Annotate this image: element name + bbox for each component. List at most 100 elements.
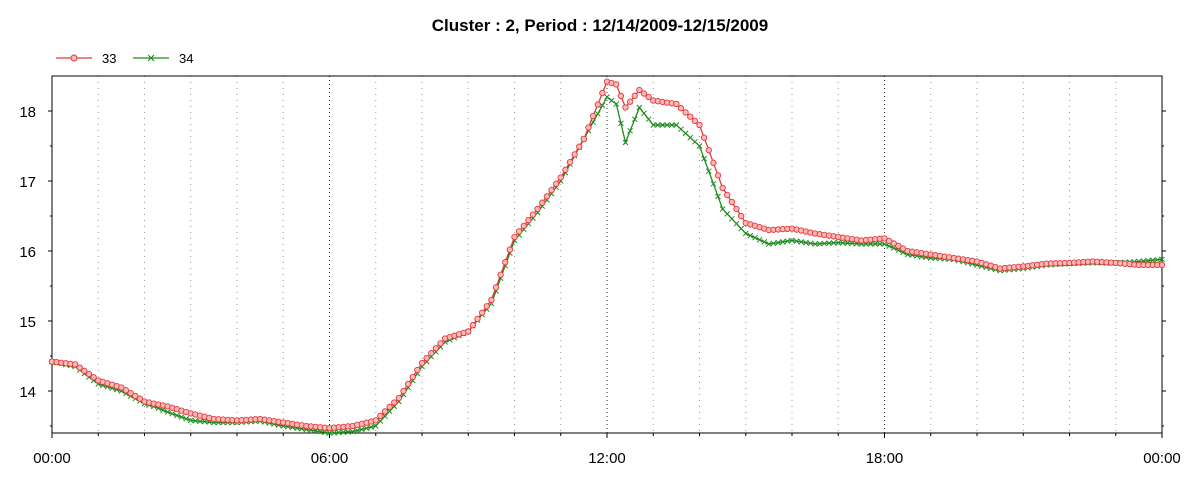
series-33-point: [90, 374, 97, 381]
series-33-point: [409, 373, 416, 381]
series-34-point: [775, 239, 781, 246]
series-34-point: [631, 116, 638, 123]
series-33-point: [622, 104, 629, 111]
series-34-point: [835, 239, 842, 246]
series-33-point: [437, 340, 444, 347]
series-34-point: [798, 239, 805, 245]
series-33-point: [580, 135, 588, 143]
series-34-point: [747, 232, 754, 239]
series-33-point: [136, 395, 144, 402]
series-33-point: [377, 412, 384, 420]
series-33-point: [474, 315, 481, 323]
series-33-point: [118, 384, 125, 391]
series-34-point: [363, 425, 370, 432]
series-33-point: [885, 237, 893, 245]
series-34-point: [719, 206, 726, 212]
series-33-point: [687, 113, 694, 120]
series-33-point: [372, 417, 379, 424]
series-34-point: [687, 134, 694, 141]
x-tick-label: 12:00: [588, 450, 626, 467]
series-34-point: [368, 424, 374, 430]
series-33-point: [636, 86, 643, 94]
y-tick-label: 17: [19, 174, 36, 191]
y-tick-label: 16: [19, 244, 36, 261]
series-33-point: [539, 199, 546, 206]
series-34-point: [659, 122, 666, 128]
series-33-point: [469, 322, 477, 329]
series-33-point: [733, 205, 740, 213]
legend-marker-cross: [147, 54, 155, 62]
series-34-point: [618, 120, 624, 127]
series-33-point: [432, 345, 440, 352]
series-34-point: [178, 414, 185, 420]
series-33-point: [76, 364, 83, 371]
series-33-point: [381, 408, 389, 415]
series-33-point: [724, 191, 731, 199]
series-34-point: [1154, 256, 1161, 263]
series-34-point: [733, 220, 740, 227]
series-34-point: [738, 225, 744, 232]
series-33-point: [423, 354, 430, 362]
series-34-point: [174, 412, 180, 419]
series-33-point: [132, 392, 139, 400]
series-34-point: [160, 407, 166, 413]
legend-label: 33: [102, 51, 116, 66]
series-33-point: [682, 109, 689, 116]
series-34-point: [317, 428, 324, 435]
series-34-point: [668, 122, 675, 128]
series-34-point: [724, 211, 731, 217]
series-34-point: [627, 127, 633, 134]
series-34-point: [678, 126, 684, 133]
series-33-point: [483, 303, 490, 310]
series-33-point: [617, 92, 625, 100]
series-34-point: [816, 240, 823, 247]
series-34-point: [664, 122, 670, 128]
legend-item-33: 33: [56, 51, 116, 66]
series-34-point: [201, 418, 208, 425]
series-33-point: [404, 380, 412, 388]
series-33-point: [391, 399, 398, 406]
series-33-point: [525, 217, 532, 224]
series-34-point: [710, 180, 717, 187]
series-33-point: [497, 271, 504, 278]
series-34-point: [793, 238, 800, 245]
series-34-point: [830, 240, 837, 246]
series-34-point: [322, 429, 328, 436]
series-33-point: [640, 90, 648, 97]
series-34-point: [756, 236, 763, 243]
series-34-point: [608, 97, 615, 104]
series-33-point: [515, 228, 523, 235]
series-33-point: [626, 98, 634, 105]
y-tick-label: 14: [19, 384, 36, 401]
series-33-point: [414, 366, 421, 374]
grid: [97, 76, 1117, 433]
series-33-point: [81, 367, 88, 374]
series-33-point: [557, 174, 564, 181]
series-33-point: [543, 193, 551, 200]
series-34-point: [192, 417, 199, 424]
series-33-point: [571, 151, 578, 158]
series-33-point: [562, 166, 569, 173]
series-34-point: [789, 237, 795, 244]
series-34-point: [682, 130, 689, 137]
series-34-point: [766, 241, 772, 247]
series-34-point: [187, 417, 194, 424]
series-33-point: [122, 387, 130, 394]
legend-marker-circle: [70, 54, 78, 62]
x-tick-label: 00:00: [33, 450, 71, 467]
series-33-point: [631, 92, 638, 99]
series-34-point: [770, 240, 777, 247]
legend-item-34: 34: [133, 51, 193, 66]
x-tick-label: 00:00: [1143, 450, 1181, 467]
series-33-point: [673, 100, 680, 108]
series-33-point: [710, 159, 717, 166]
series-33-point: [881, 235, 888, 242]
series-33-point: [677, 105, 685, 112]
series-34-point: [386, 408, 393, 415]
series-33-point: [613, 81, 620, 88]
series-34-point: [761, 239, 768, 245]
series-33-point: [534, 205, 541, 213]
series-33-point: [645, 93, 652, 101]
series-33-point: [728, 198, 736, 206]
series-33-point: [895, 242, 902, 250]
